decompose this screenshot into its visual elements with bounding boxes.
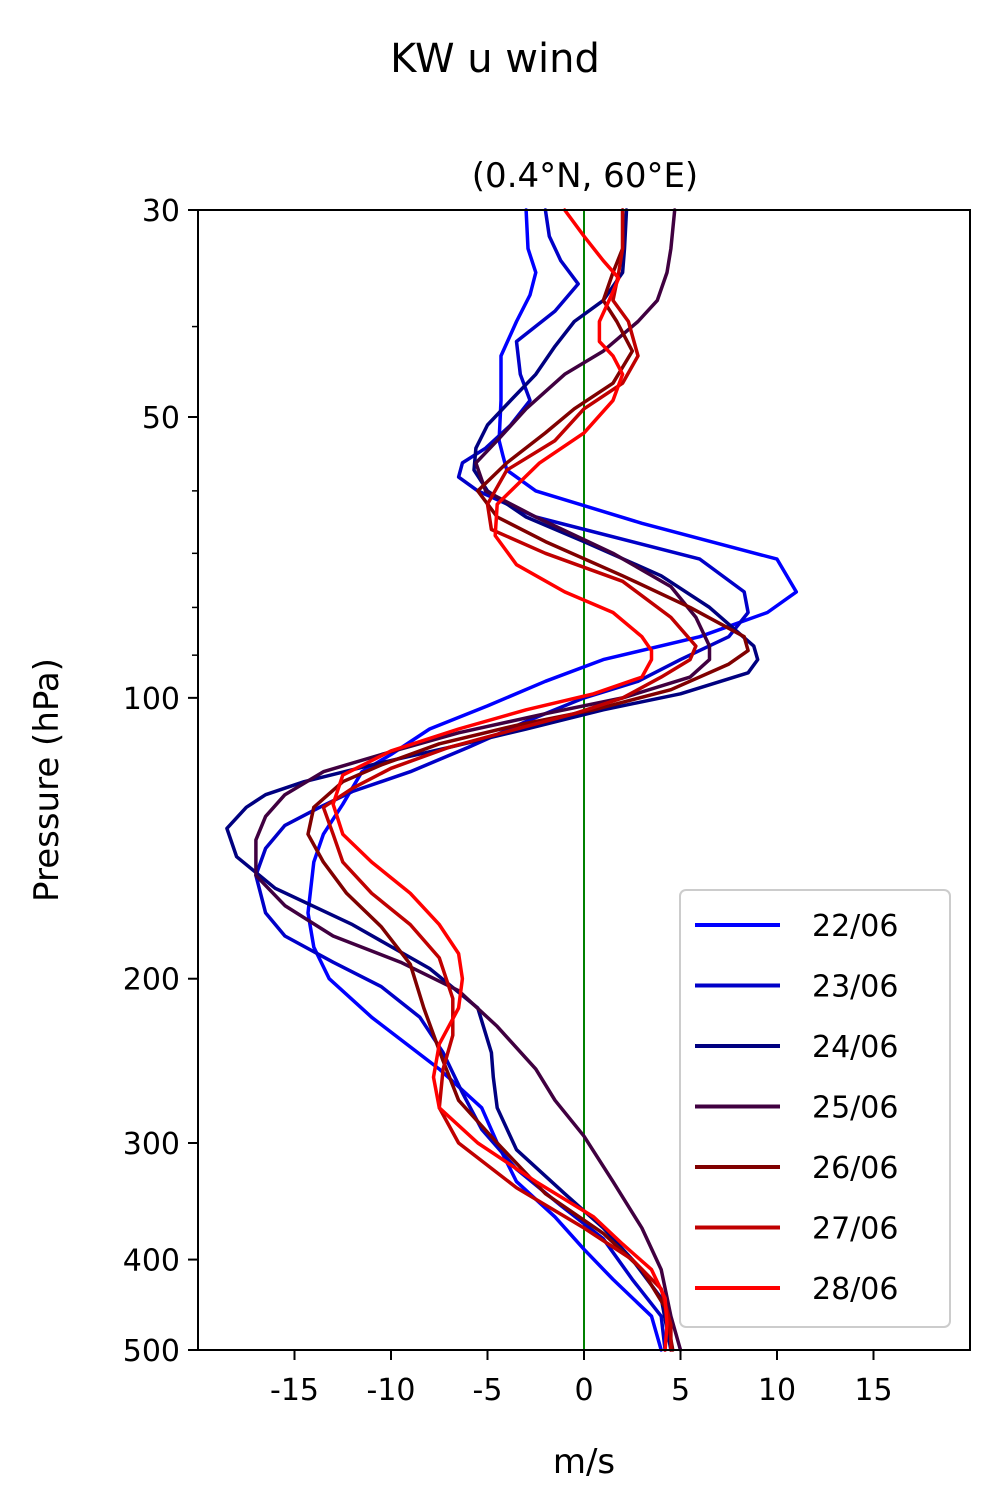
series-layer [225,208,799,1352]
y-tick-label: 400 [123,1244,180,1279]
legend-label: 26/06 [812,1151,898,1186]
x-axis: -15 -10 -5 0 5 10 15 [270,1350,893,1408]
x-axis-label: m/s [553,1442,615,1482]
series-line-28-06 [331,208,669,1352]
legend-label: 23/06 [812,970,898,1005]
chart-title: (0.4°N, 60°E) [472,156,698,196]
x-tick-label: 0 [574,1373,593,1408]
legend-label: 22/06 [812,909,898,944]
x-tick-label: -10 [367,1373,416,1408]
y-tick-label: 50 [142,401,180,436]
figure-title: KW u wind [390,36,600,82]
x-tick-label: 5 [671,1373,690,1408]
y-tick-label: 500 [123,1334,180,1369]
x-tick-label: 10 [758,1373,796,1408]
y-axis-label: Pressure (hPa) [27,658,67,902]
legend-label: 27/06 [812,1212,898,1247]
legend-label: 25/06 [812,1091,898,1126]
series-line-22-06 [306,208,799,1352]
x-tick-label: -5 [473,1373,503,1408]
x-tick-label: -15 [270,1373,319,1408]
y-tick-label: 200 [123,963,180,998]
legend: 22/06 23/06 24/06 25/06 26/06 27/06 28/06 [679,889,951,1328]
series-line-27-06 [321,208,698,1352]
plot-area [197,208,971,1352]
series-line-26-06 [306,208,750,1352]
y-tick-label: 30 [142,194,180,229]
series-line-24-06 [225,208,760,1352]
legend-label: 24/06 [812,1030,898,1065]
y-tick-label: 300 [123,1127,180,1162]
legend-label: 28/06 [812,1272,898,1307]
series-line-23-06 [254,208,750,1352]
x-tick-label: 15 [854,1373,892,1408]
y-axis: 30 50 100 200 300 400 500 [123,194,198,1369]
y-tick-label: 100 [123,682,180,717]
legend-items: 22/06 23/06 24/06 25/06 26/06 27/06 28/06 [695,909,898,1307]
series-line-25-06 [254,208,712,1352]
legend-box [679,889,951,1328]
